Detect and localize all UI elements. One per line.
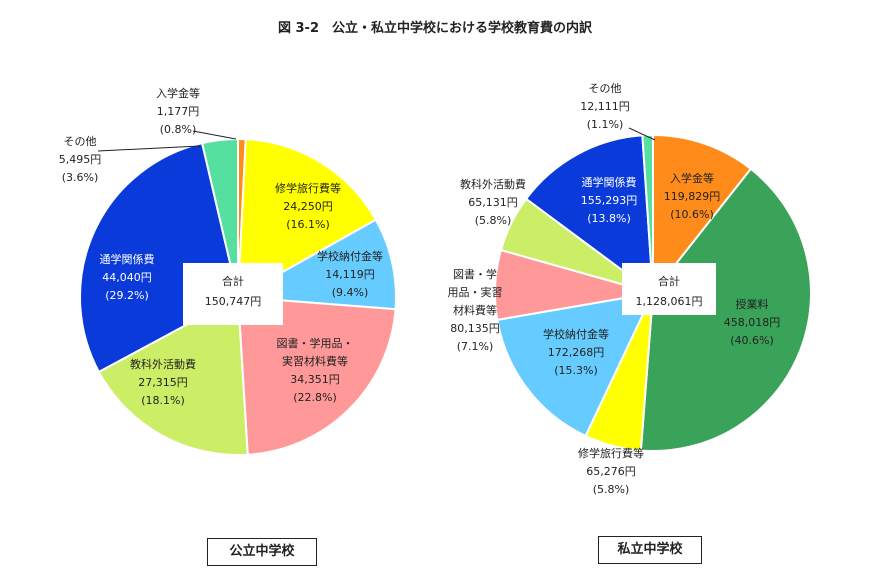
pie-private	[494, 133, 812, 452]
label-private-1-line-1: 458,018円	[724, 316, 781, 329]
label-public-2: 学校納付金等 14,119円 (9.4%)	[317, 249, 383, 299]
label-public-2-line-0: 学校納付金等	[317, 249, 383, 263]
label-private-2-line-1: 65,276円	[586, 465, 636, 478]
label-public-2-line-1: 14,119円	[325, 268, 375, 281]
label-public-0-line-1: 1,177円	[157, 105, 200, 118]
label-private-4-line-1: 用品・実習	[448, 285, 503, 299]
label-public-1-line-1: 24,250円	[283, 200, 333, 213]
figure-title: 図 3-2 公立・私立中学校における学校教育費の内訳	[278, 20, 593, 36]
total-label-private: 合計	[658, 274, 680, 288]
label-public-1: 修学旅行費等 24,250円 (16.1%)	[275, 181, 341, 231]
label-private-4-line-2: 材料費等	[453, 303, 497, 317]
label-private-4-line-0: 図書・学	[453, 267, 497, 281]
total-box-private	[622, 263, 716, 315]
label-private-3-line-1: 172,268円	[548, 346, 605, 359]
label-private-5-line-0: 教科外活動費	[460, 177, 526, 191]
label-private-3-line-2: (15.3%)	[554, 364, 598, 377]
label-private-6-line-2: (13.8%)	[587, 212, 631, 225]
caption-private: 私立中学校	[598, 536, 702, 564]
total-label-public: 合計	[222, 274, 244, 288]
label-private-0-line-0: 入学金等	[670, 171, 714, 185]
label-private-1: 授業料 458,018円 (40.6%)	[724, 297, 781, 347]
label-private-6: 通学関係費 155,293円 (13.8%)	[581, 175, 638, 225]
label-private-3: 学校納付金等 172,268円 (15.3%)	[543, 327, 609, 377]
total-box-public	[183, 263, 283, 325]
pie-outline-private	[494, 134, 812, 452]
label-private-4-line-3: 80,135円	[450, 322, 500, 335]
total-value-private: 1,128,061円	[636, 295, 703, 308]
label-private-2: 修学旅行費等 65,276円 (5.8%)	[578, 446, 644, 496]
label-public-4-line-1: 27,315円	[138, 376, 188, 389]
leader-line-private-other	[628, 127, 656, 141]
label-private-1-line-0: 授業料	[736, 297, 769, 311]
label-public-4-line-2: (18.1%)	[141, 394, 185, 407]
label-private-5-line-2: (5.8%)	[475, 214, 512, 227]
label-public-4-line-0: 教科外活動費	[130, 357, 196, 371]
label-private-3-line-0: 学校納付金等	[543, 327, 609, 341]
label-public-3-line-3: (22.8%)	[293, 391, 337, 404]
label-public-0-line-0: 入学金等	[156, 86, 200, 100]
label-public-6-line-2: (3.6%)	[62, 171, 99, 184]
label-private-1-line-2: (40.6%)	[730, 334, 774, 347]
caption-public: 公立中学校	[207, 538, 317, 566]
label-public-6: その他 5,495円 (3.6%)	[59, 135, 102, 184]
label-private-5: 教科外活動費 65,131円 (5.8%)	[460, 177, 526, 227]
label-private-7: その他 12,111円 (1.1%)	[580, 82, 630, 131]
pie-outline-public	[79, 138, 397, 456]
label-private-7-line-2: (1.1%)	[587, 118, 624, 131]
label-private-4: 図書・学用品・実習材料費等 80,135円 (7.1%)	[448, 267, 503, 353]
label-private-6-line-0: 通学関係費	[582, 175, 637, 189]
label-private-0-line-1: 119,829円	[664, 190, 721, 203]
label-public-5: 通学関係費 44,040円 (29.2%)	[100, 252, 155, 302]
label-private-7-line-1: 12,111円	[580, 100, 630, 113]
label-public-5-line-2: (29.2%)	[105, 289, 149, 302]
label-public-6-line-1: 5,495円	[59, 153, 102, 166]
label-public-1-line-2: (16.1%)	[286, 218, 330, 231]
label-public-3: 図書・学用品・実習材料費等 34,351円 (22.8%)	[277, 336, 354, 404]
total-value-public: 150,747円	[205, 295, 262, 308]
label-private-5-line-1: 65,131円	[468, 196, 518, 209]
label-private-4-line-4: (7.1%)	[457, 340, 494, 353]
label-private-7-line-0: その他	[589, 82, 622, 95]
label-private-0: 入学金等 119,829円 (10.6%)	[664, 171, 721, 221]
label-public-5-line-1: 44,040円	[102, 271, 152, 284]
label-private-0-line-2: (10.6%)	[670, 208, 714, 221]
label-public-2-line-2: (9.4%)	[332, 286, 369, 299]
label-private-2-line-2: (5.8%)	[593, 483, 630, 496]
label-public-5-line-0: 通学関係費	[100, 252, 155, 266]
leader-line-public-other	[97, 145, 201, 152]
label-public-3-line-2: 34,351円	[290, 373, 340, 386]
label-private-2-line-0: 修学旅行費等	[578, 446, 644, 460]
label-public-3-line-1: 実習材料費等	[282, 354, 348, 368]
label-public-4: 教科外活動費 27,315円 (18.1%)	[130, 357, 196, 407]
label-public-0-line-2: (0.8%)	[160, 123, 197, 136]
label-public-6-line-0: その他	[64, 135, 97, 148]
label-private-6-line-1: 155,293円	[581, 194, 638, 207]
label-public-0: 入学金等 1,177円 (0.8%)	[156, 86, 200, 136]
leader-line-public-entry	[192, 130, 237, 140]
label-public-1-line-0: 修学旅行費等	[275, 181, 341, 195]
label-public-3-line-0: 図書・学用品・	[277, 336, 354, 350]
